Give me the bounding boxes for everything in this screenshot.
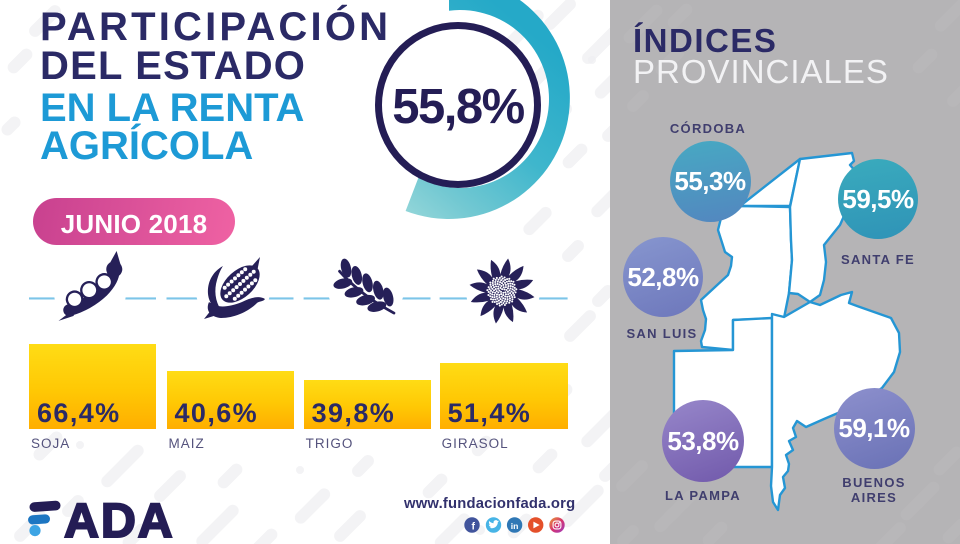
svg-text:f: f <box>471 521 475 533</box>
svg-text:ADA: ADA <box>64 494 174 544</box>
svg-text:in: in <box>511 521 519 531</box>
